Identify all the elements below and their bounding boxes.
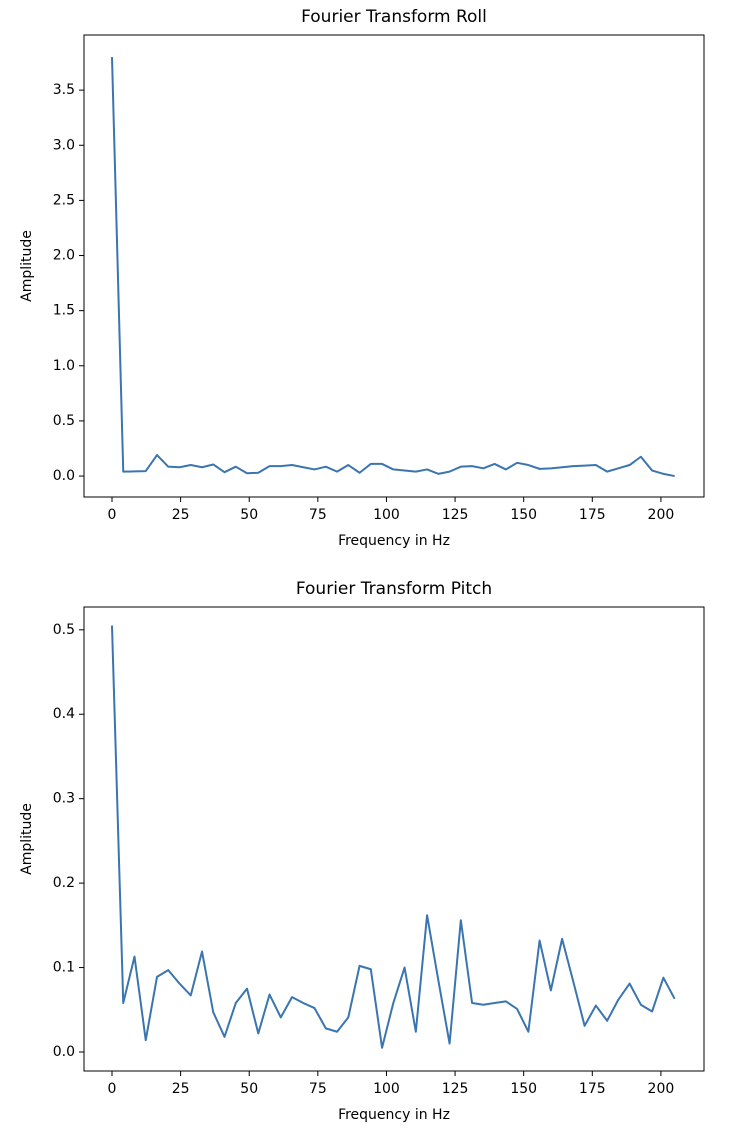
x-tick-label: 125 — [442, 507, 469, 523]
axes-frame — [83, 34, 705, 498]
x-axis-label: Frequency in Hz — [338, 1107, 450, 1123]
y-tick-label: 0.1 — [53, 960, 75, 976]
line — [110, 57, 675, 478]
x-tick-label: 25 — [172, 1081, 190, 1097]
y-tick-label: 2.0 — [53, 248, 75, 264]
x-tick-label: 200 — [648, 1081, 675, 1097]
chart-title: Fourier Transform Roll — [301, 7, 487, 27]
x-tick-label: 75 — [309, 507, 327, 523]
x-axis-label: Frequency in Hz — [338, 533, 450, 549]
y-tick-label: 3.0 — [53, 137, 75, 153]
x-tick-label: 75 — [309, 1081, 327, 1097]
x-tick-label: 100 — [373, 507, 400, 523]
y-tick-label: 1.0 — [53, 358, 75, 374]
x-tick-label: 125 — [442, 1081, 469, 1097]
y-axis-label: Amplitude — [19, 803, 35, 875]
y-tick-label: 0.0 — [53, 468, 75, 484]
x-tick-label: 150 — [510, 507, 537, 523]
y-tick-label: 0.5 — [53, 622, 75, 638]
x-tick-label: 50 — [240, 1081, 258, 1097]
y-tick-label: 0.2 — [53, 875, 75, 891]
x-tick-label: 0 — [108, 1081, 117, 1097]
x-tick-label: 100 — [373, 1081, 400, 1097]
line — [110, 625, 676, 1049]
y-tick-label: 0.3 — [53, 791, 75, 807]
y-tick-label: 2.5 — [53, 192, 75, 208]
chart-title: Fourier Transform Pitch — [296, 579, 492, 599]
x-tick-label: 175 — [579, 1081, 606, 1097]
x-tick-label: 150 — [510, 1081, 537, 1097]
y-tick-label: 0.4 — [53, 706, 75, 722]
y-tick-label: 3.5 — [53, 82, 75, 98]
y-tick-label: 1.5 — [53, 303, 75, 319]
x-tick-label: 25 — [172, 507, 190, 523]
x-tick-label: 175 — [579, 507, 606, 523]
x-tick-label: 0 — [108, 507, 117, 523]
y-tick-label: 0.5 — [53, 413, 75, 429]
y-axis-label: Amplitude — [19, 230, 35, 302]
x-tick-label: 50 — [240, 507, 258, 523]
axes-frame — [83, 606, 705, 1072]
y-tick-label: 0.0 — [53, 1044, 75, 1060]
x-tick-label: 200 — [648, 507, 675, 523]
